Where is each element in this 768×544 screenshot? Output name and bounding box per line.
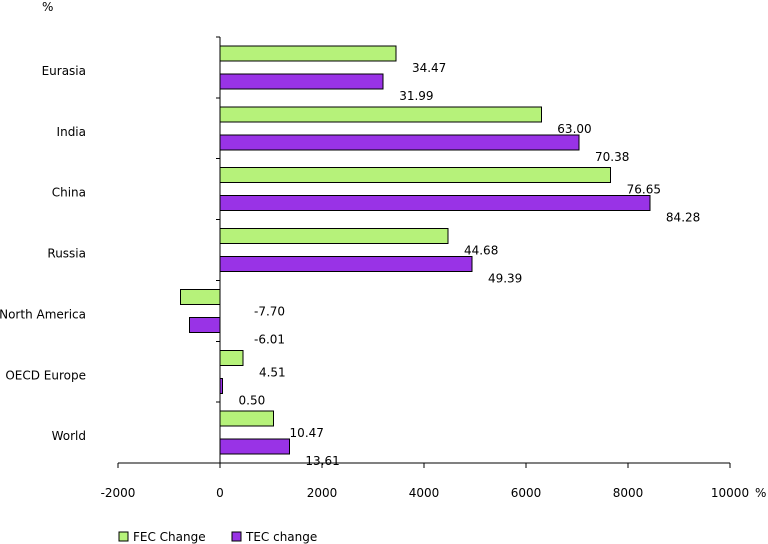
bar-tec-change-china xyxy=(219,195,651,212)
category-labels: Eurasia India China Russia North America OECD… xyxy=(0,64,86,443)
category-label-oecd-europe: OECD Europe xyxy=(5,368,86,382)
x-tick-label: 10000 xyxy=(711,486,749,500)
x-tick-labels: -2000 0 2000 4000 6000 8000 10000 xyxy=(101,486,750,500)
category-label-eurasia: Eurasia xyxy=(42,64,86,78)
value-label-fec-change-north-america: -7.70 xyxy=(254,304,285,318)
value-label-fec-change-china: 76.65 xyxy=(627,183,661,197)
legend-label-fec-change: FEC Change xyxy=(133,530,206,544)
value-labels: 34.47 31.99 63.00 70.38 76.65 84.28 44.68 49.39… xyxy=(239,61,701,468)
x-tick-label: 0 xyxy=(216,486,224,500)
bar-tec-change-world xyxy=(219,438,290,455)
category-label-china: China xyxy=(52,186,86,200)
category-label-russia: Russia xyxy=(47,247,86,261)
value-label-tec-change-russia: 49.39 xyxy=(488,272,522,286)
bar-fec-change-eurasia xyxy=(219,45,397,62)
value-label-fec-change-oecd-europe: 4.51 xyxy=(259,365,286,379)
bar-tec-change-india xyxy=(219,134,580,151)
x-tick-label: 6000 xyxy=(511,486,542,500)
bars xyxy=(180,45,651,455)
value-label-tec-change-china: 84.28 xyxy=(666,211,700,225)
bar-fec-change-china xyxy=(219,167,612,184)
bar-fec-change-russia xyxy=(219,228,449,245)
value-label-tec-change-world: 13.61 xyxy=(305,454,339,468)
legend-label-tec-change: TEC change xyxy=(245,530,317,544)
value-label-fec-change-india: 63.00 xyxy=(557,122,591,136)
bar-fec-change-india xyxy=(219,106,542,123)
value-label-fec-change-eurasia: 34.47 xyxy=(412,61,446,75)
value-label-tec-change-eurasia: 31.99 xyxy=(399,89,433,103)
bar-tec-change-oecd-europe xyxy=(219,377,224,394)
category-label-world: World xyxy=(52,429,86,443)
value-label-fec-change-world: 10.47 xyxy=(290,426,324,440)
legend: FEC Change TEC change xyxy=(118,530,317,544)
value-label-tec-change-north-america: -6.01 xyxy=(254,332,285,346)
bar-fec-change-oecd-europe xyxy=(219,349,244,366)
bar-fec-change-world xyxy=(219,410,275,427)
x-tick-label: 4000 xyxy=(409,486,440,500)
bar-tec-change-russia xyxy=(219,256,473,273)
value-label-fec-change-russia: 44.68 xyxy=(464,244,498,258)
bar-tec-change-north-america xyxy=(188,316,221,333)
x-tick-label: 2000 xyxy=(307,486,338,500)
value-label-tec-change-oecd-europe: 0.50 xyxy=(239,393,266,407)
legend-swatch-fec-change xyxy=(118,531,129,542)
x-tick-label: 8000 xyxy=(613,486,644,500)
bar-tec-change-eurasia xyxy=(219,73,384,90)
x-axis-unit-label: % xyxy=(755,486,766,500)
y-axis-unit-label: % xyxy=(42,0,53,14)
bar-fec-change-north-america xyxy=(180,288,221,305)
legend-swatch-tec-change xyxy=(231,531,242,542)
value-label-tec-change-india: 70.38 xyxy=(595,150,629,164)
category-label-india: India xyxy=(57,125,86,139)
category-label-north-america: North America xyxy=(0,307,86,321)
x-tick-label: -2000 xyxy=(101,486,136,500)
